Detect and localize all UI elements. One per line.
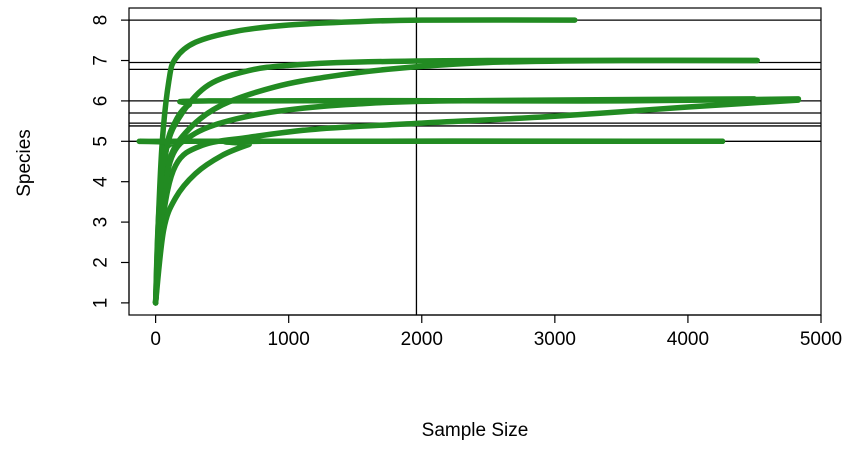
- plot-area: [128, 7, 822, 316]
- x-tick-label-3000: 3000: [534, 329, 576, 350]
- series-line-6: [152, 96, 758, 306]
- x-tick-label-0: 0: [150, 329, 161, 350]
- series-line-4: [152, 96, 802, 306]
- x-tick-label-5000: 5000: [800, 329, 842, 350]
- y-tick-label-4: 4: [90, 176, 111, 187]
- y-axis-title: Species: [14, 129, 35, 197]
- y-axis: 1 2 3 4 5 6 7 8: [90, 15, 130, 309]
- x-tick-label-4000: 4000: [667, 329, 709, 350]
- x-axis: 0 1000 2000 3000 4000 5000: [150, 314, 842, 350]
- series-lines: [136, 17, 802, 306]
- y-tick-label-3: 3: [90, 217, 111, 228]
- x-tick-label-1000: 1000: [268, 329, 310, 350]
- y-tick-label-5: 5: [91, 136, 112, 147]
- y-tick-label-8: 8: [91, 15, 112, 26]
- y-tick-label-1: 1: [90, 298, 111, 309]
- y-tick-label-7: 7: [91, 55, 112, 66]
- series-line-5: [152, 97, 802, 306]
- y-tick-label-6: 6: [91, 96, 112, 107]
- x-axis-title: Sample Size: [422, 420, 529, 441]
- series-line-8: [152, 138, 726, 306]
- y-tick-label-2: 2: [90, 257, 111, 268]
- reference-lines: [129, 8, 821, 315]
- x-tick-label-2000: 2000: [401, 329, 443, 350]
- series-line-7: [136, 138, 726, 306]
